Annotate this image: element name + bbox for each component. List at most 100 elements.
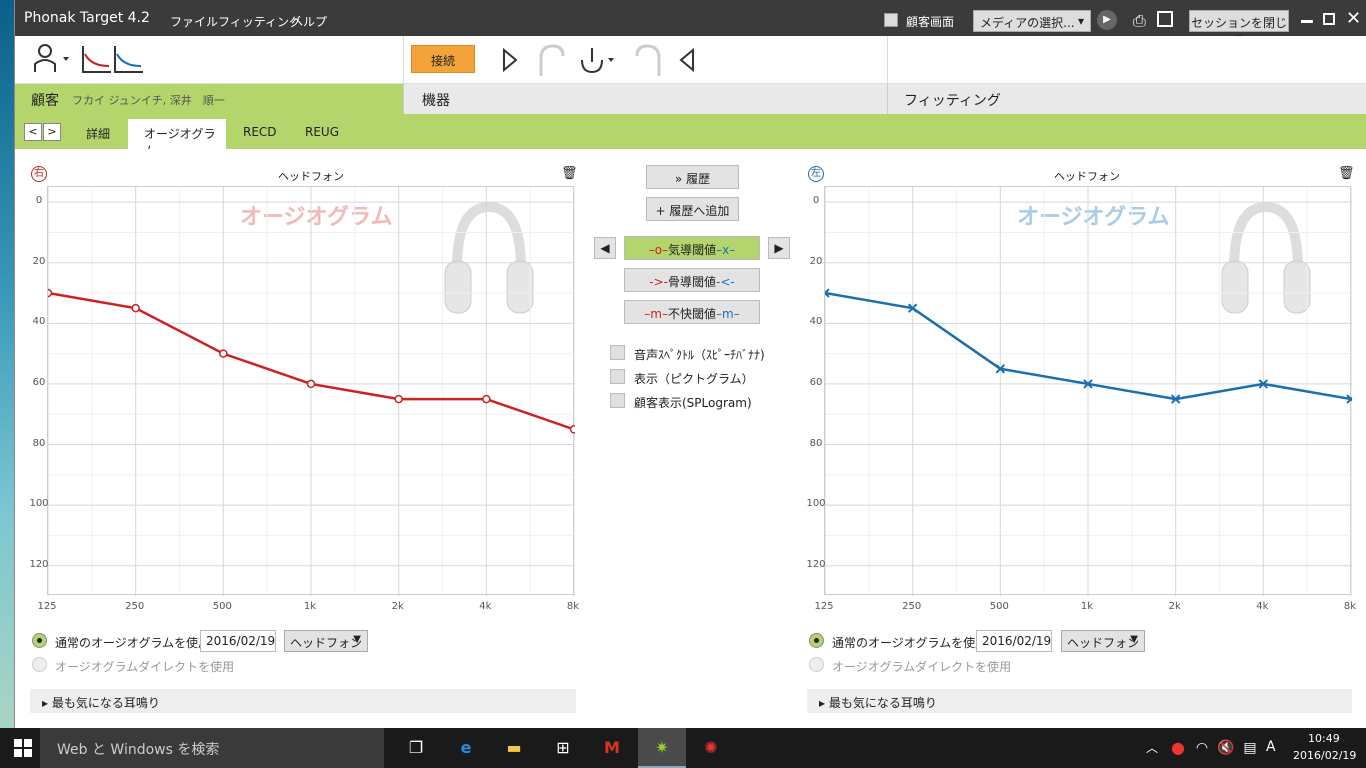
back-button[interactable]: <	[24, 123, 42, 141]
left-transducer-dropdown[interactable]: ヘッドフォン ▼	[1061, 630, 1145, 652]
notification-icon[interactable]: ▤	[1243, 740, 1257, 756]
forward-button[interactable]: >	[43, 123, 61, 141]
menu-file[interactable]: ファイル	[170, 15, 219, 29]
y-tick-label: 120	[29, 558, 49, 570]
right-ear-icon[interactable]	[500, 48, 520, 72]
right-audiogram-chart[interactable]: オージオグラム	[47, 186, 576, 596]
media-select[interactable]: メディアの選択... ▾	[973, 10, 1091, 32]
left-ear-icon[interactable]	[677, 48, 697, 72]
device-section-header[interactable]: 機器	[403, 84, 887, 114]
noahlink-icon[interactable]: ✺	[704, 738, 718, 757]
right-normal-radio[interactable]	[32, 633, 47, 648]
prev-button[interactable]: ◀	[594, 237, 616, 259]
trash-icon[interactable]: 🗑	[561, 166, 578, 181]
air-conduction-button[interactable]: –o–気導閾値–x–	[624, 236, 760, 260]
threshold-point-o[interactable]	[306, 379, 316, 389]
tray-app-icon[interactable]: ●	[1171, 738, 1185, 757]
connect-button[interactable]: 接続	[411, 45, 475, 73]
play-icon[interactable]: ▶	[1097, 10, 1117, 30]
wifi-icon[interactable]: ◠	[1195, 740, 1209, 756]
bone-conduction-button[interactable]: ->-骨導閾値-<-	[624, 268, 760, 292]
trash-icon[interactable]: 🗑	[1338, 166, 1355, 181]
menu-help[interactable]: ヘルプ	[291, 15, 328, 29]
right-tinnitus-expander[interactable]: ▸ 最も気になる耳鳴り	[30, 689, 576, 713]
bone-left-symbol: -<-	[716, 275, 735, 289]
print-icon[interactable]: ⎙	[1133, 11, 1146, 30]
right-normal-label: 通常のオージオグラムを使用	[55, 636, 211, 650]
maximize-icon[interactable]	[1323, 13, 1335, 25]
left-direct-radio[interactable]	[809, 657, 824, 672]
splogram-checkbox[interactable]	[610, 393, 625, 408]
tab-audiogram[interactable]: オージオグラム	[128, 119, 226, 158]
tab-reug[interactable]: REUG	[305, 125, 340, 139]
store-icon[interactable]: ⊞	[556, 738, 570, 757]
client-screen-checkbox[interactable]	[884, 13, 898, 27]
chevron-down-icon: ▼	[1130, 634, 1138, 645]
threshold-point-x[interactable]	[907, 303, 918, 313]
x-tick-label: 1k	[303, 601, 317, 612]
pictogram-checkbox[interactable]	[610, 369, 625, 384]
mcafee-icon[interactable]: M	[604, 738, 620, 757]
ime-indicator[interactable]: A	[1266, 739, 1276, 755]
ucl-button[interactable]: –m–不快閾値–m–	[624, 300, 760, 324]
right-transducer-dropdown[interactable]: ヘッドフォン ▼	[284, 630, 368, 652]
close-icon[interactable]: ✕	[1346, 8, 1362, 29]
history-button[interactable]: » 履歴	[646, 165, 739, 189]
left-tinnitus-expander[interactable]: ▸ 最も気になる耳鳴り	[807, 689, 1352, 713]
threshold-point-x[interactable]	[1258, 379, 1269, 389]
speech-banana-checkbox[interactable]	[610, 345, 625, 360]
x-tick-label: 8k	[1343, 601, 1357, 612]
volume-muted-icon[interactable]: 🔇	[1217, 740, 1235, 756]
threshold-point-x[interactable]	[1170, 394, 1181, 404]
hearing-aid-left-icon[interactable]	[635, 42, 665, 78]
fitting-section-header[interactable]: フィッティング	[887, 84, 1366, 114]
threshold-point-o[interactable]	[569, 425, 576, 434]
left-audiogram-chart[interactable]: オージオグラム	[824, 186, 1352, 596]
tab-recd[interactable]: RECD	[243, 125, 277, 139]
close-session-button[interactable]: セッションを閉じる	[1189, 10, 1289, 47]
remote-control-icon[interactable]	[578, 44, 618, 74]
x-tick-label: 125	[814, 601, 834, 612]
next-button[interactable]: ▶	[768, 237, 790, 259]
client-profile-icon[interactable]	[33, 42, 73, 74]
save-icon[interactable]	[1157, 11, 1173, 27]
threshold-point-o[interactable]	[48, 288, 53, 298]
chevron-up-icon[interactable]: ︿	[1145, 741, 1158, 755]
clock-date[interactable]: 2016/02/19	[1293, 749, 1357, 762]
threshold-point-o[interactable]	[394, 394, 403, 404]
left-normal-label: 通常のオージオグラムを使用	[832, 636, 988, 650]
threshold-point-x[interactable]	[995, 364, 1006, 374]
left-date-field[interactable]: 2016/02/19	[976, 630, 1052, 652]
threshold-point-x[interactable]	[1346, 394, 1352, 404]
windows-start-icon[interactable]	[14, 739, 32, 757]
tab-details[interactable]: 詳細	[86, 127, 111, 141]
left-chart-title: ヘッドフォン	[1054, 170, 1120, 183]
minimize-icon[interactable]	[1301, 20, 1313, 23]
taskbar: Web と Windows を検索 ❐ e ▬ ⊞ M ✷ ✺ ︿ ● ◠ 🔇 …	[0, 728, 1366, 768]
search-input[interactable]: Web と Windows を検索	[40, 728, 384, 768]
task-view-icon[interactable]: ❐	[408, 738, 424, 757]
client-section-header[interactable]: 顧客 フカイ ジュンイチ, 深井 順一	[15, 84, 403, 114]
hearing-aid-icon[interactable]	[535, 42, 565, 78]
headphones-icon	[444, 201, 534, 314]
threshold-point-o[interactable]	[219, 349, 228, 358]
threshold-point-x[interactable]	[1083, 379, 1093, 389]
threshold-point-x[interactable]	[825, 288, 830, 298]
chevron-down-icon: ▼	[353, 634, 361, 645]
menu-fitting[interactable]: フィッティング	[218, 15, 302, 29]
right-date-field[interactable]: 2016/02/19	[200, 630, 276, 652]
phonak-target-taskbar-item[interactable]: ✷	[638, 728, 686, 768]
x-tick-label: 250	[125, 601, 145, 612]
threshold-point-o[interactable]	[131, 303, 140, 313]
right-direct-radio[interactable]	[32, 657, 47, 672]
tab-bar: < > 詳細 オージオグラム RECD REUG	[15, 114, 1366, 158]
file-explorer-icon[interactable]: ▬	[506, 738, 522, 757]
audiogram-curves-icon[interactable]	[81, 42, 145, 76]
clock-time[interactable]: 10:49	[1308, 732, 1340, 745]
edge-icon[interactable]: e	[460, 738, 472, 757]
pictogram-label: 表示（ピクトグラム）	[634, 372, 754, 386]
left-normal-radio[interactable]	[809, 633, 824, 648]
add-history-button[interactable]: + 履歴へ追加	[646, 197, 739, 221]
threshold-point-o[interactable]	[482, 394, 491, 404]
bone-right-symbol: ->-	[649, 275, 668, 289]
